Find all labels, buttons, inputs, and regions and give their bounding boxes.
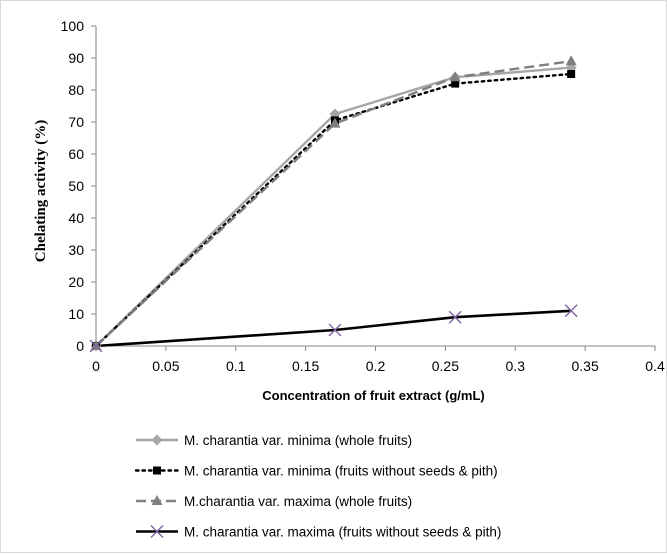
x-axis-title: Concentration of fruit extract (g/mL) [262,388,484,403]
x-tick-labels: 0 0.05 0.1 0.15 0.2 0.25 0.3 0.35 0.4 [92,358,665,374]
data-point-x-stroke [328,323,342,337]
x-tick-label: 0.3 [506,358,526,374]
series-line-1 [95,66,572,347]
x-tick-label: 0.25 [432,358,459,374]
legend-label: M.charantia var. maxima (whole fruits) [184,494,412,509]
series-line-2 [94,72,573,348]
x-tick-label: 0 [92,358,100,374]
legend-label: M. charantia var. maxima (fruits without… [184,525,501,540]
data-point-x-stroke [150,525,164,538]
y-tick-label: 40 [68,210,84,226]
data-point-square [567,70,576,78]
x-tick-label: 0.05 [152,358,179,374]
y-tick-label: 30 [68,242,84,258]
x-tick-label: 0.1 [226,358,246,374]
data-point-triangle [151,495,163,505]
y-tick-label: 50 [68,178,84,194]
legend-label: M. charantia var. minima (whole fruits) [184,433,412,448]
series-lines [94,60,573,348]
data-point-x [328,323,342,337]
series-markers [89,55,578,353]
series-line-3 [95,60,572,347]
data-point-x [150,525,164,538]
data-point-x-stroke [89,339,103,353]
y-tick-label: 100 [61,18,85,34]
data-point-triangle [329,117,341,128]
y-tick-label: 90 [68,50,84,66]
data-point-x [564,304,578,318]
y-tick-label: 60 [68,146,84,162]
y-tick-label: 10 [68,306,84,322]
data-point-square [451,79,460,88]
y-tick-label: 20 [68,274,84,290]
data-point-x [448,310,462,324]
data-point-x-stroke [448,310,462,324]
x-tick-label: 0.2 [366,358,386,374]
data-point-triangle [565,55,577,66]
y-tick-labels: 0 10 20 30 40 50 60 70 80 90 100 [61,18,85,354]
x-tick-label: 0.4 [645,358,665,374]
data-point-diamond [151,434,163,446]
legend-item: M. charantia var. maxima (fruits without… [136,525,501,540]
legend-item: M.charantia var. maxima (whole fruits) [136,494,412,509]
y-tick-label: 80 [68,82,84,98]
x-tick-label: 0.35 [572,358,599,374]
y-tick-label: 0 [76,338,84,354]
x-tick-label: 0.15 [292,358,319,374]
data-point-triangle [90,340,102,350]
data-point-triangle [449,71,461,82]
legend-item: M. charantia var. minima (fruits without… [134,464,498,479]
legend: M. charantia var. minima (whole fruits) M… [134,433,501,540]
data-point-x [89,339,103,353]
y-tick-label: 70 [68,114,84,130]
legend-item: M. charantia var. minima (whole fruits) [136,433,412,448]
y-axis-title: Chelating activity (%) [33,120,49,262]
data-point-x-stroke [564,304,578,318]
data-point-square [153,466,161,475]
legend-label: M. charantia var. minima (fruits without… [184,464,498,479]
series-line-4 [95,309,572,348]
